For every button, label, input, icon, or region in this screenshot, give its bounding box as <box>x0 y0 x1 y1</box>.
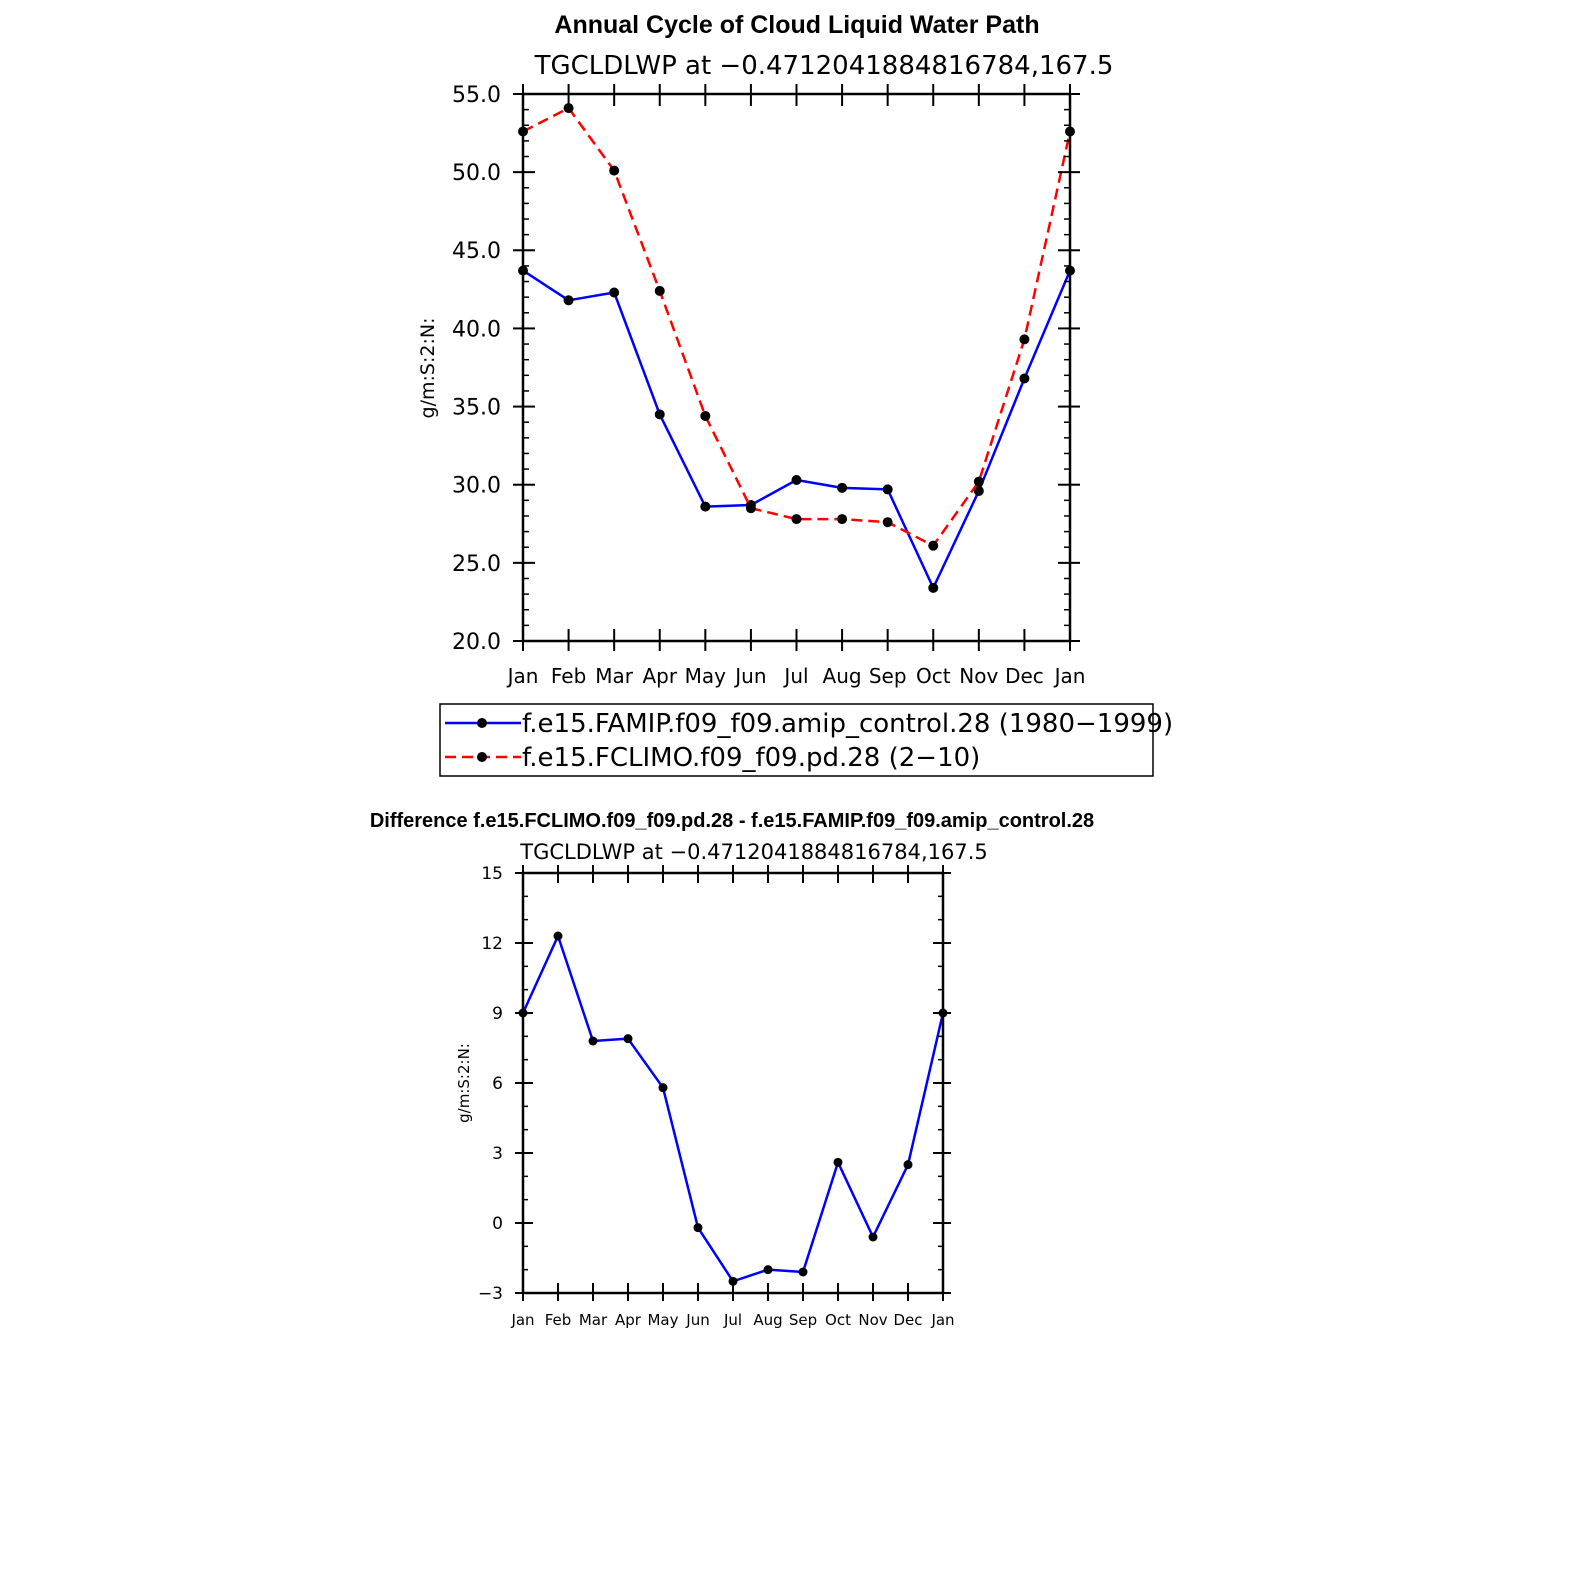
data-point <box>609 287 620 298</box>
data-point <box>833 1157 843 1167</box>
chart2-plot-frame <box>521 871 945 1295</box>
data-point <box>654 285 665 296</box>
data-point <box>745 503 756 514</box>
data-point <box>609 165 620 176</box>
difference-panel: Difference f.e15.FCLIMO.f09_f09.pd.28 - … <box>370 810 1094 1329</box>
data-point <box>928 582 939 593</box>
data-point <box>882 484 893 495</box>
data-point <box>728 1276 738 1286</box>
y-tick-label: 15 <box>481 864 503 884</box>
series-line-0 <box>522 269 1072 590</box>
y-tick-label: 35.0 <box>452 395 501 420</box>
data-point <box>563 103 574 114</box>
x-tick-label: Oct <box>916 664 951 688</box>
data-point <box>882 517 893 528</box>
x-tick-label: Jan <box>1053 664 1086 688</box>
x-tick-label: Jun <box>685 1311 709 1329</box>
data-point <box>903 1160 913 1170</box>
x-tick-label: Dec <box>893 1311 922 1329</box>
data-point <box>623 1034 633 1044</box>
annual-cycle-panel: Annual Cycle of Cloud Liquid Water Path … <box>417 11 1173 777</box>
x-tick-label: Aug <box>823 664 862 688</box>
legend-box <box>439 703 1154 777</box>
x-tick-label: Oct <box>825 1311 851 1329</box>
chart2-ylabel: g/m:S:2:N: <box>455 1043 473 1123</box>
x-tick-label: Feb <box>551 664 586 688</box>
data-point <box>588 1036 598 1046</box>
data-point <box>658 1083 668 1093</box>
y-tick-label: 6 <box>492 1074 503 1094</box>
data-point <box>791 475 802 486</box>
legend-label-famip: f.e15.FAMIP.f09_f09.amip_control.28 (198… <box>522 709 1173 739</box>
y-tick-label: 40.0 <box>452 317 501 342</box>
data-point <box>693 1223 703 1233</box>
y-tick-label: 50.0 <box>452 161 501 186</box>
data-point <box>553 931 563 941</box>
legend-marker-fclimo <box>477 752 487 762</box>
x-tick-label: Jul <box>782 664 808 688</box>
data-point <box>973 485 984 496</box>
data-point <box>700 410 711 421</box>
data-point <box>700 501 711 512</box>
y-tick-label: 3 <box>492 1144 503 1164</box>
data-point <box>791 514 802 525</box>
x-tick-label: Jan <box>930 1311 954 1329</box>
x-tick-label: May <box>647 1311 678 1329</box>
series-line-0 <box>521 934 945 1283</box>
legend-marker-famip <box>477 718 487 728</box>
data-point <box>654 409 665 420</box>
x-tick-label: Dec <box>1005 664 1044 688</box>
x-tick-label: Nov <box>959 664 998 688</box>
x-tick-label: Sep <box>869 664 907 688</box>
data-point <box>1019 334 1030 345</box>
y-tick-label: 25.0 <box>452 552 501 577</box>
y-tick-label: 45.0 <box>452 239 501 264</box>
x-tick-label: Nov <box>858 1311 887 1329</box>
legend-label-fclimo: f.e15.FCLIMO.f09_f09.pd.28 (2−10) <box>522 743 980 773</box>
chart1-ylabel: g/m:S:2:N: <box>417 318 439 419</box>
chart1-title: Annual Cycle of Cloud Liquid Water Path <box>554 11 1039 39</box>
x-tick-label: Mar <box>595 664 634 688</box>
x-tick-label: Jan <box>506 664 539 688</box>
data-point <box>973 476 984 487</box>
y-tick-label: 55.0 <box>452 83 501 108</box>
y-tick-label: 20.0 <box>452 630 501 655</box>
chart2-title: Difference f.e15.FCLIMO.f09_f09.pd.28 - … <box>370 810 1094 832</box>
x-tick-label: Sep <box>789 1311 817 1329</box>
y-tick-label: 12 <box>481 934 503 954</box>
chart1-plot-frame <box>521 92 1072 643</box>
data-point <box>563 295 574 306</box>
legend-entry-famip: f.e15.FAMIP.f09_f09.amip_control.28 (198… <box>445 709 1173 739</box>
x-tick-label: Feb <box>545 1311 572 1329</box>
data-point <box>868 1232 878 1242</box>
x-tick-label: Jan <box>510 1311 534 1329</box>
y-tick-label: −3 <box>478 1284 503 1304</box>
legend-entry-fclimo: f.e15.FCLIMO.f09_f09.pd.28 (2−10) <box>445 743 980 773</box>
chart1-subtitle: TGCLDLWP at −0.4712041884816784,167.5 <box>534 51 1114 81</box>
data-point <box>798 1267 808 1277</box>
data-point <box>837 482 848 493</box>
y-tick-label: 0 <box>492 1214 503 1234</box>
x-tick-label: Apr <box>642 664 677 688</box>
x-tick-label: Apr <box>615 1311 642 1329</box>
data-point <box>763 1265 773 1275</box>
x-tick-label: May <box>685 664 727 688</box>
y-tick-label: 30.0 <box>452 474 501 499</box>
x-tick-label: Jul <box>723 1311 742 1329</box>
x-tick-label: Jun <box>733 664 766 688</box>
x-tick-label: Aug <box>753 1311 782 1329</box>
data-point <box>837 514 848 525</box>
y-tick-label: 9 <box>492 1004 503 1024</box>
chart1-legend: f.e15.FAMIP.f09_f09.amip_control.28 (198… <box>439 703 1173 777</box>
x-tick-label: Mar <box>579 1311 608 1329</box>
chart2-subtitle: TGCLDLWP at −0.4712041884816784,167.5 <box>519 840 988 864</box>
data-point <box>928 540 939 551</box>
data-point <box>1019 373 1030 384</box>
